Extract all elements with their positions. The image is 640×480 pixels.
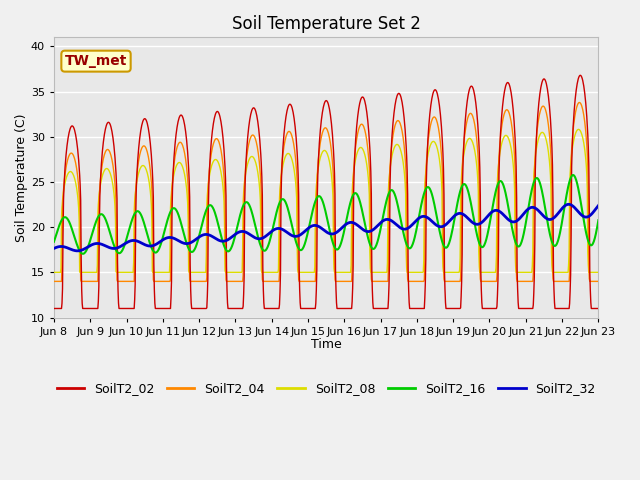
SoilT2_04: [195, 278, 202, 284]
SoilT2_32: [560, 204, 568, 210]
SoilT2_16: [560, 210, 568, 216]
SoilT2_08: [331, 269, 339, 275]
SoilT2_08: [444, 269, 451, 275]
SoilT2_04: [575, 100, 583, 106]
SoilT2_32: [50, 246, 58, 252]
SoilT2_32: [595, 203, 602, 208]
SoilT2_04: [50, 278, 58, 284]
X-axis label: Time: Time: [311, 338, 342, 351]
SoilT2_02: [195, 306, 202, 312]
SoilT2_04: [252, 139, 260, 145]
Line: SoilT2_08: SoilT2_08: [54, 130, 598, 272]
SoilT2_16: [444, 243, 452, 249]
SoilT2_08: [252, 162, 260, 168]
SoilT2_04: [595, 278, 602, 284]
SoilT2_08: [195, 269, 202, 275]
SoilT2_32: [564, 202, 572, 207]
SoilT2_08: [595, 269, 602, 275]
SoilT2_16: [195, 235, 203, 240]
SoilT2_02: [252, 110, 260, 116]
SoilT2_16: [595, 217, 602, 223]
Y-axis label: Soil Temperature (C): Soil Temperature (C): [15, 113, 28, 241]
SoilT2_16: [122, 239, 129, 245]
SoilT2_02: [331, 191, 339, 197]
Line: SoilT2_02: SoilT2_02: [54, 75, 598, 309]
SoilT2_32: [444, 220, 452, 226]
SoilT2_32: [74, 248, 81, 254]
SoilT2_16: [253, 229, 260, 235]
Text: TW_met: TW_met: [65, 54, 127, 68]
Legend: SoilT2_02, SoilT2_04, SoilT2_08, SoilT2_16, SoilT2_32: SoilT2_02, SoilT2_04, SoilT2_08, SoilT2_…: [52, 377, 601, 400]
SoilT2_04: [444, 278, 451, 284]
SoilT2_08: [50, 269, 58, 275]
SoilT2_02: [577, 72, 584, 78]
SoilT2_02: [121, 306, 129, 312]
SoilT2_08: [575, 127, 582, 132]
SoilT2_02: [595, 306, 602, 312]
Title: Soil Temperature Set 2: Soil Temperature Set 2: [232, 15, 420, 33]
SoilT2_32: [195, 234, 203, 240]
SoilT2_32: [253, 236, 260, 241]
SoilT2_16: [50, 239, 58, 245]
SoilT2_32: [332, 230, 339, 236]
SoilT2_04: [331, 276, 339, 282]
SoilT2_04: [121, 278, 129, 284]
SoilT2_16: [570, 172, 577, 178]
SoilT2_02: [50, 306, 58, 312]
SoilT2_08: [559, 269, 567, 275]
SoilT2_16: [79, 251, 86, 257]
Line: SoilT2_32: SoilT2_32: [54, 204, 598, 251]
SoilT2_02: [444, 306, 451, 312]
SoilT2_08: [121, 269, 129, 275]
SoilT2_04: [559, 278, 567, 284]
Line: SoilT2_04: SoilT2_04: [54, 103, 598, 281]
Line: SoilT2_16: SoilT2_16: [54, 175, 598, 254]
SoilT2_32: [122, 240, 129, 246]
SoilT2_16: [332, 246, 339, 252]
SoilT2_02: [559, 306, 567, 312]
